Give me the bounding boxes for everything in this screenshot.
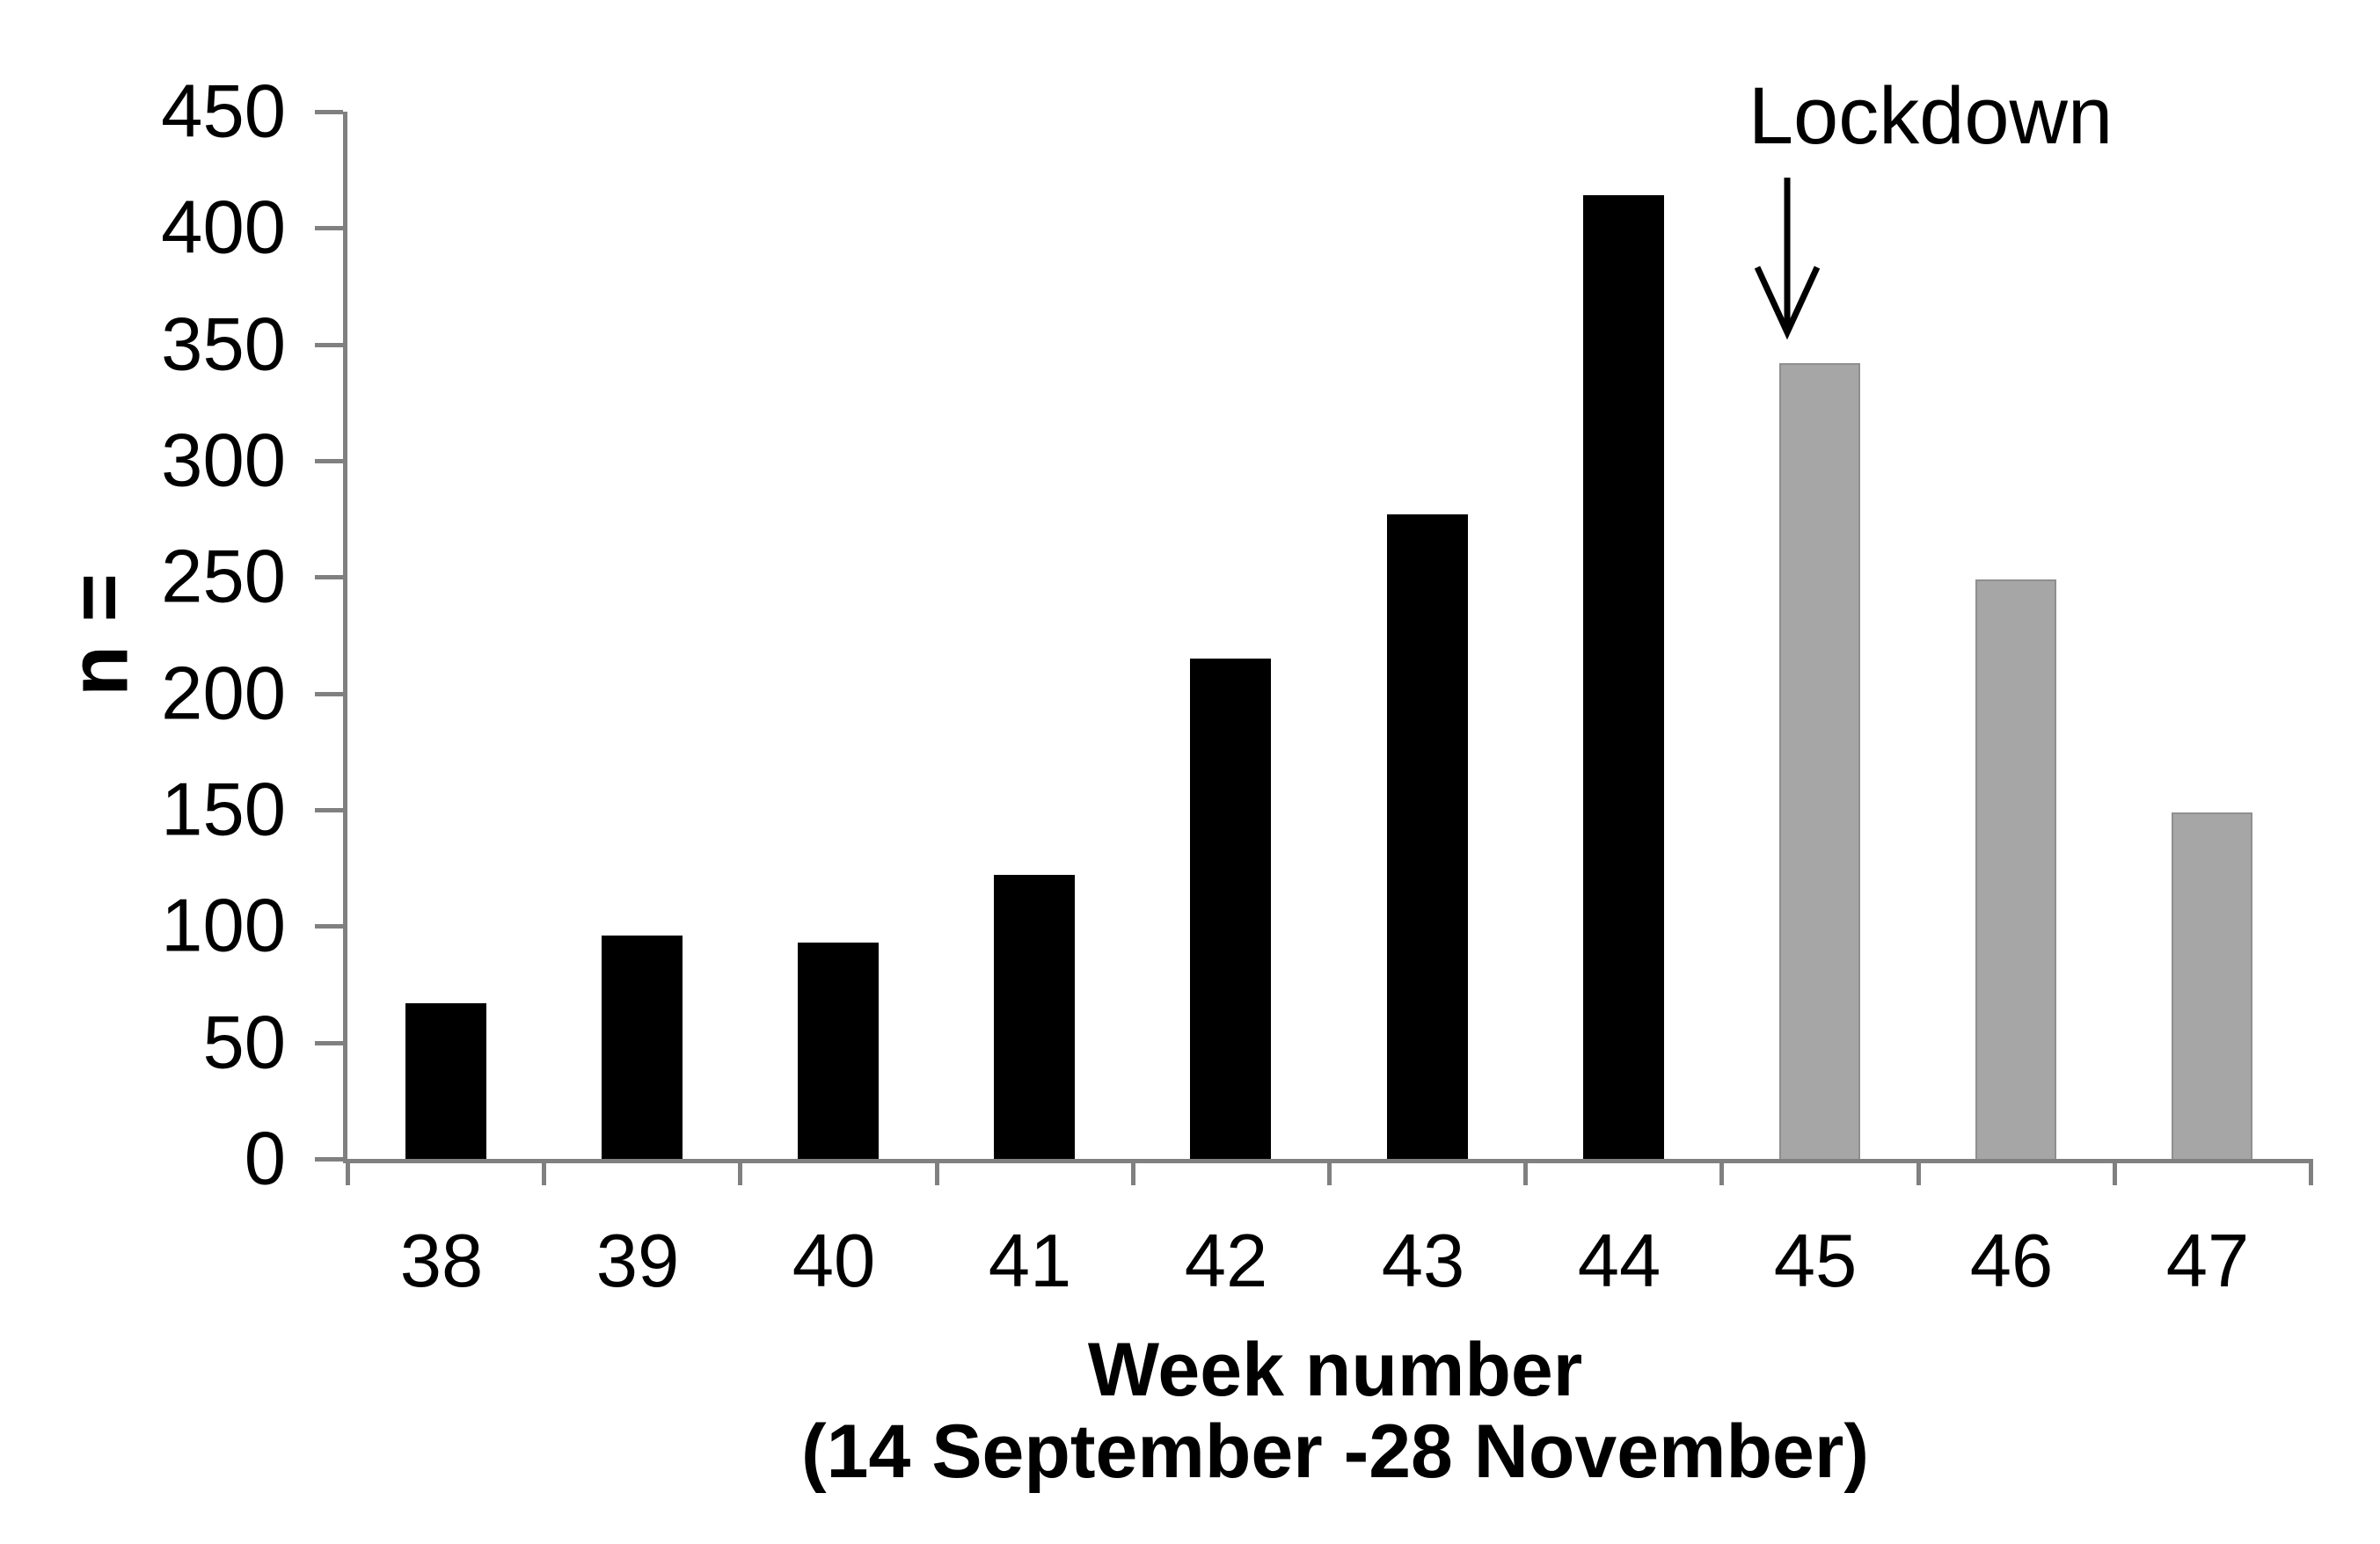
down-arrow-icon bbox=[1754, 178, 1821, 340]
y-tick-350 bbox=[315, 343, 343, 347]
x-tick-label-38: 38 bbox=[399, 1220, 484, 1303]
bar-week-47 bbox=[2172, 812, 2252, 1159]
x-tick-label-44: 44 bbox=[1577, 1220, 1661, 1303]
bar-week-45 bbox=[1779, 363, 1860, 1159]
x-tick-label-43: 43 bbox=[1381, 1220, 1465, 1303]
y-tick-100 bbox=[315, 924, 343, 929]
y-tick-label-100: 100 bbox=[161, 884, 286, 968]
y-tick-label-200: 200 bbox=[161, 652, 286, 736]
x-tick-3 bbox=[935, 1159, 939, 1185]
bar-week-42 bbox=[1190, 659, 1271, 1159]
x-tick-6 bbox=[1523, 1159, 1528, 1185]
bar-week-43 bbox=[1387, 514, 1468, 1159]
y-tick-150 bbox=[315, 808, 343, 812]
bar-week-38 bbox=[405, 1003, 486, 1159]
lockdown-annotation-label: Lockdown bbox=[1748, 71, 2114, 161]
y-tick-label-400: 400 bbox=[161, 186, 286, 270]
x-axis-title: Week number (14 September -28 November) bbox=[801, 1329, 1869, 1493]
y-tick-label-50: 50 bbox=[202, 1001, 286, 1085]
x-axis-title-line2: (14 September -28 November) bbox=[801, 1409, 1869, 1494]
bar-week-44 bbox=[1583, 195, 1664, 1159]
x-tick-8 bbox=[1916, 1159, 1921, 1185]
x-tick-0 bbox=[346, 1159, 350, 1185]
bar-week-40 bbox=[798, 943, 879, 1159]
x-tick-1 bbox=[542, 1159, 546, 1185]
y-tick-label-250: 250 bbox=[161, 535, 286, 619]
x-tick-label-39: 39 bbox=[595, 1220, 680, 1303]
x-tick-5 bbox=[1327, 1159, 1332, 1185]
bar-week-41 bbox=[994, 875, 1075, 1159]
x-tick-label-46: 46 bbox=[1969, 1220, 2054, 1303]
y-tick-400 bbox=[315, 226, 343, 230]
y-tick-450 bbox=[315, 110, 343, 114]
y-tick-300 bbox=[315, 459, 343, 463]
x-axis-title-line1: Week number bbox=[1087, 1328, 1583, 1412]
x-tick-label-41: 41 bbox=[988, 1220, 1072, 1303]
x-tick-4 bbox=[1131, 1159, 1135, 1185]
y-tick-label-0: 0 bbox=[244, 1117, 286, 1201]
x-tick-label-40: 40 bbox=[792, 1220, 876, 1303]
x-tick-10 bbox=[2309, 1159, 2313, 1185]
y-tick-label-150: 150 bbox=[161, 768, 286, 852]
y-tick-50 bbox=[315, 1041, 343, 1045]
x-tick-label-47: 47 bbox=[2165, 1220, 2250, 1303]
y-tick-0 bbox=[315, 1157, 343, 1162]
plot-area bbox=[315, 110, 2313, 1185]
x-tick-9 bbox=[2113, 1159, 2117, 1185]
x-tick-label-45: 45 bbox=[1773, 1220, 1858, 1303]
y-tick-label-300: 300 bbox=[161, 419, 286, 503]
y-tick-label-350: 350 bbox=[161, 302, 286, 387]
y-tick-250 bbox=[315, 575, 343, 579]
x-tick-7 bbox=[1719, 1159, 1724, 1185]
x-tick-2 bbox=[738, 1159, 742, 1185]
y-tick-200 bbox=[315, 692, 343, 696]
bar-week-46 bbox=[1975, 579, 2056, 1159]
bar-week-39 bbox=[602, 936, 683, 1159]
x-tick-label-42: 42 bbox=[1184, 1220, 1268, 1303]
y-tick-label-450: 450 bbox=[161, 69, 286, 154]
